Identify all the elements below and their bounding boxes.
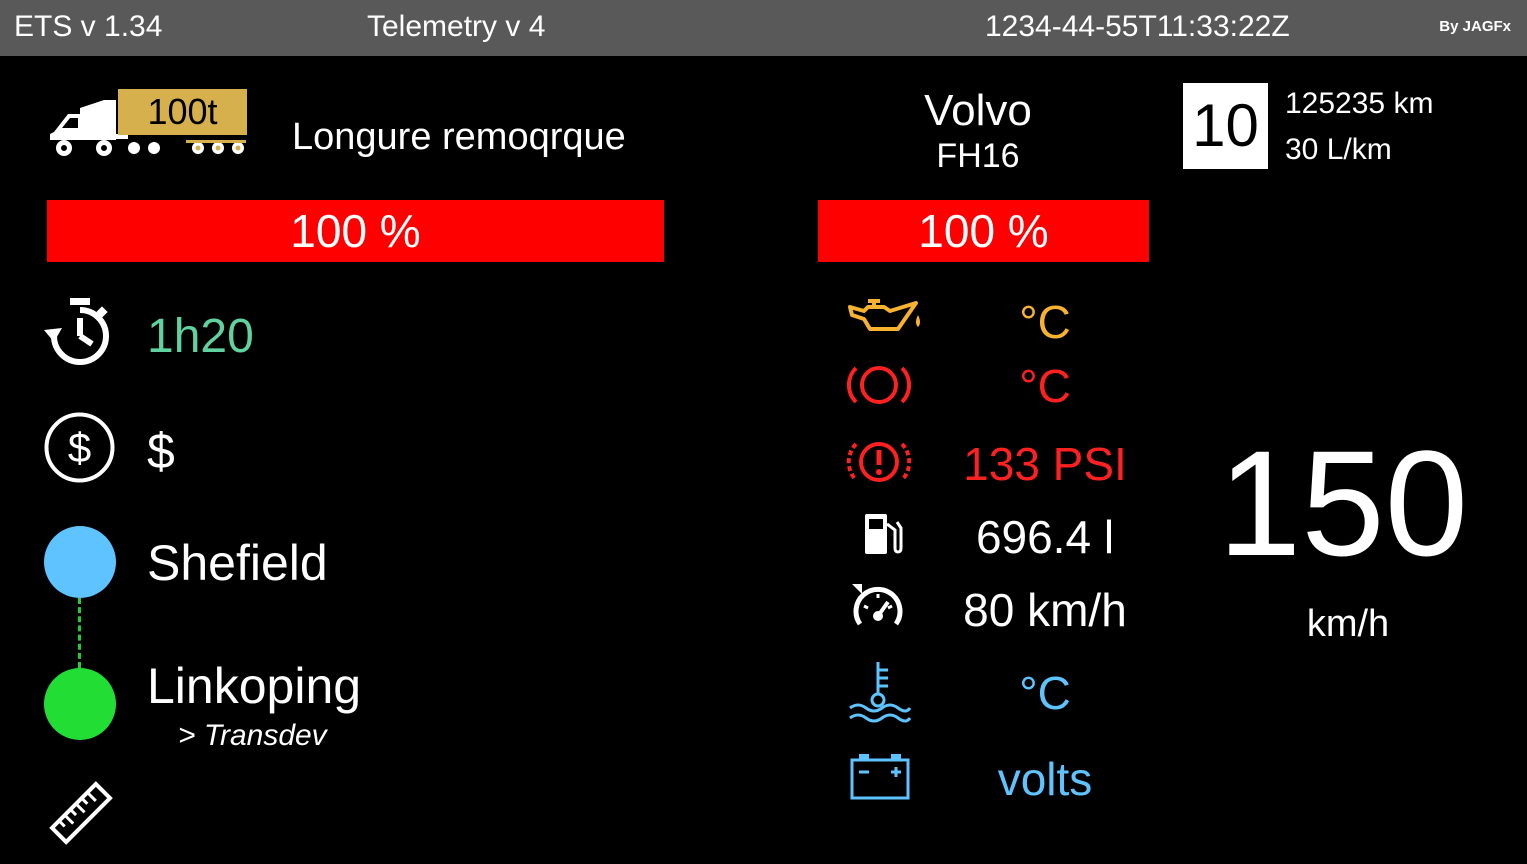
fuel-consumption: 30 L/km [1285, 133, 1392, 166]
top-bar: ETS v 1.34 Telemetry v 4 1234-44-55T11:3… [0, 0, 1527, 56]
truck-icon [50, 100, 246, 156]
destination-city: Linkoping [147, 658, 362, 714]
stopwatch-icon [44, 298, 109, 365]
air-pressure: 133 PSI [963, 438, 1127, 490]
destination-company: > Transdev [178, 719, 327, 752]
author-byline: By JAGFx [1439, 18, 1511, 35]
trailer-weight-badge: 100t [118, 89, 247, 135]
odometer: 125235 km [1285, 87, 1434, 120]
fuel-pump-icon [865, 514, 903, 554]
app-title: ETS v 1.34 [14, 10, 163, 43]
brake-warning-icon [846, 442, 912, 482]
route-line [78, 598, 81, 668]
cruise-control-icon [852, 584, 903, 626]
battery-icon [850, 754, 910, 800]
remaining-time: 1h20 [147, 310, 254, 363]
oil-can-icon [848, 299, 920, 331]
truck-condition-bar: 100 % [818, 200, 1149, 262]
speedometer-value: 150 [1217, 419, 1469, 587]
oil-temperature: °C [1019, 296, 1071, 348]
trailer-label: Longure remoqrque [292, 116, 626, 158]
origin-city: Shefield [147, 535, 328, 591]
cruise-control-speed: 80 km/h [963, 584, 1127, 636]
fuel-level: 696.4 l [975, 511, 1115, 563]
ruler-icon [49, 781, 113, 845]
trailer-condition-bar: 100 % [47, 200, 664, 262]
job-income: $ [147, 423, 175, 479]
timestamp: 1234-44-55T11:33:22Z [985, 10, 1290, 43]
water-temperature: °C [1019, 667, 1071, 719]
gear-indicator: 10 [1183, 83, 1268, 169]
svg-text:$: $ [68, 424, 91, 471]
brake-icon [846, 366, 912, 404]
telemetry-title: Telemetry v 4 [367, 10, 546, 43]
origin-marker [44, 526, 116, 598]
truck-brand: Volvo [924, 86, 1032, 135]
speed-unit: km/h [1306, 603, 1390, 645]
coolant-temp-icon [849, 662, 912, 723]
destination-marker [44, 668, 116, 740]
truck-model: FH16 [936, 137, 1020, 175]
battery-voltage: volts [997, 753, 1093, 805]
dollar-circle-icon: $ [44, 412, 115, 483]
brake-temperature: °C [1019, 360, 1071, 412]
